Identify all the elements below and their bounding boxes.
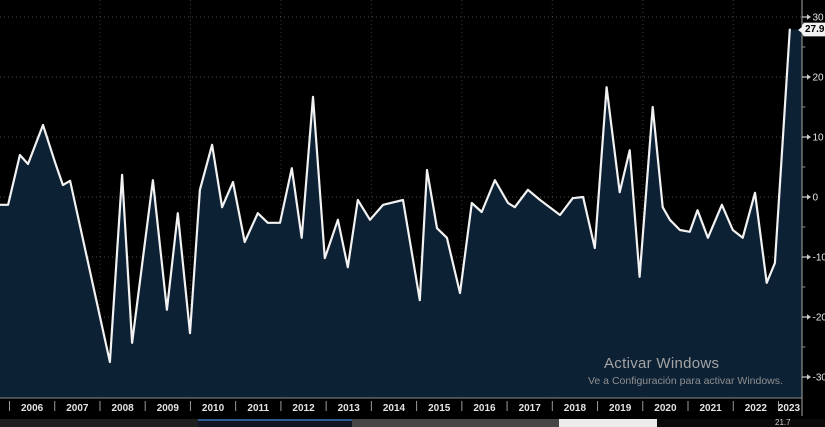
x-axis-year-label: 2022 [745,403,768,414]
x-axis-year-label: 2006 [21,403,44,414]
x-axis-year-label: 2018 [564,403,587,414]
y-tick-arrow [807,74,811,80]
y-tick-arrow [807,14,811,20]
last-value-tag: 27.9 [797,23,825,36]
activate-windows-watermark: Activar Windows [604,355,720,372]
bottom-edge-segment [352,419,559,427]
y-axis-tick-label: -20 [813,313,825,324]
x-axis-year-label: 2007 [66,403,89,414]
x-axis-year-label: 2014 [383,403,406,414]
bottom-window-edge: 21.7 [0,419,825,427]
x-axis-year-label: 2008 [111,403,134,414]
x-axis-year-label: 2021 [700,403,723,414]
bottom-edge-label-box [559,419,657,427]
y-axis-tick-label: -10 [813,253,825,264]
y-axis-tick-label: 10 [813,133,825,144]
partial-value-label: 21.7 [775,418,791,427]
bottom-edge-segment-highlight [198,419,352,427]
y-axis-tick-label: 20 [813,73,825,84]
x-axis-year-label: 2010 [202,403,225,414]
y-axis-tick-label: -30 [813,373,825,384]
y-axis-tick-label: 30 [813,13,825,24]
bottom-edge-segment [0,419,198,427]
x-axis-year-label: 2012 [292,403,315,414]
series-area-fill [0,29,802,398]
series-line [0,28,791,364]
x-axis-year-label: 2011 [247,403,269,414]
x-axis-year-label: 2020 [654,403,677,414]
x-axis-year-label: 2016 [473,403,496,414]
x-axis-year-label: 2015 [428,403,451,414]
y-axis-tick-label: 0 [813,193,819,204]
x-axis-year-label: 2019 [609,403,632,414]
y-tick-arrow [807,374,811,380]
x-axis-year-label: 2017 [519,403,542,414]
bottom-edge-segment: 21.7 [657,419,825,427]
y-tick-arrow [807,194,811,200]
x-axis-year-label: 2009 [157,403,180,414]
x-axis-year-label: 2013 [338,403,361,414]
y-tick-arrow [807,314,811,320]
activate-windows-subtext: Ve a Configuración para activar Windows. [588,375,783,387]
y-tick-arrow [807,254,811,260]
y-tick-arrow [807,134,811,140]
x-axis-year-label: 2023 [778,403,801,414]
